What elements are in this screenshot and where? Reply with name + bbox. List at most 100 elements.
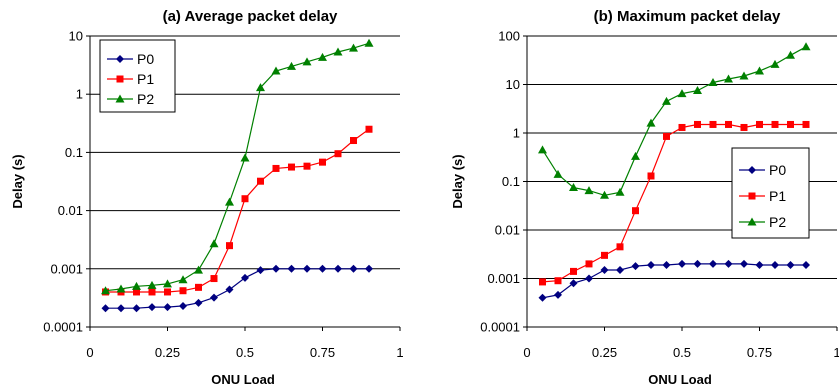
series-p2 [101,38,374,295]
y-tick-label: 0.001 [487,271,520,286]
x-tick-label: 0.25 [592,345,617,360]
y-tick-label: 10 [69,29,83,44]
data-point-p2 [786,50,795,59]
series-line-p2 [541,46,807,196]
data-point-p1 [771,120,779,128]
data-point-p0 [693,259,702,268]
data-point-p1 [740,123,748,131]
chart-panel-b: (b) Maximum packet delay 0.0001 0.001 0.01 0… [450,8,839,387]
series-p1 [539,120,810,286]
data-point-p1 [257,177,264,185]
data-point-p2 [755,66,764,75]
data-point-p2 [225,197,234,206]
series-p0 [538,259,810,302]
legend: P0 P1 P2 [99,39,176,113]
data-point-p2 [584,186,594,195]
legend: P0 P1 P2 [731,147,810,239]
y-tick-label: 0.01 [495,223,520,238]
y-tick-label: 0.1 [65,145,83,160]
legend-marker [747,217,757,226]
y-tick-label: 0.0001 [43,320,83,335]
series-p0 [101,264,373,313]
data-point-p0 [678,259,686,268]
legend-item-p0: P0 [107,51,154,67]
data-point-p0 [210,293,218,302]
data-point-p0 [303,264,311,273]
data-point-p0 [272,264,280,273]
data-point-p0 [318,264,327,273]
data-point-p1 [647,172,655,180]
data-point-p0 [724,259,733,268]
chart-title: (b) Maximum packet delay [594,8,781,25]
data-point-p0 [365,264,373,273]
data-point-p1 [303,162,311,170]
x-tick-label: 0 [86,345,93,360]
data-point-p2 [646,118,656,127]
data-point-p2 [178,275,188,284]
data-point-p0 [163,303,172,312]
data-point-p1 [802,120,810,128]
data-point-p2 [271,66,281,75]
legend-marker [748,166,756,174]
data-point-p2 [256,83,265,92]
data-point-p2 [801,42,811,51]
data-point-p2 [194,265,203,274]
y-tick-label: 1 [76,87,83,102]
data-point-p0 [616,265,624,274]
data-point-p1 [585,260,593,268]
data-point-p1 [133,288,140,296]
data-point-p0 [569,279,578,288]
x-tick-label: 1 [396,345,403,360]
series-p2 [538,42,811,199]
legend-label: P1 [137,71,154,87]
data-point-p0 [740,259,748,268]
legend-item-p2: P2 [107,91,154,107]
data-point-p0 [117,304,125,313]
legend-item-p1: P1 [107,71,154,87]
data-point-p2 [770,59,780,68]
data-point-p1 [210,275,218,283]
data-point-p1 [570,267,577,275]
legend-label: P0 [769,162,786,178]
x-tick-label: 0.25 [155,345,180,360]
legend-marker [115,94,125,103]
data-point-p0 [771,260,779,269]
y-tick-label: 10 [506,77,520,92]
data-point-p2 [662,96,671,105]
data-point-p0 [287,264,296,273]
data-point-p2 [615,187,625,196]
data-point-p1 [632,207,639,215]
data-point-p1 [756,120,763,128]
data-point-p2 [600,190,609,199]
data-point-p2 [693,86,702,95]
y-tick-label: 1 [513,126,520,141]
y-tick-label: 100 [498,29,520,44]
data-point-p0 [334,264,342,273]
data-point-p1 [319,158,326,166]
data-point-p2 [116,284,126,293]
y-tick-label: 0.1 [502,174,520,189]
data-point-p0 [755,260,764,269]
data-point-p0 [179,301,187,310]
data-point-p1 [226,242,233,250]
data-point-p2 [553,169,563,178]
data-point-p1 [616,243,624,251]
x-axis-label: ONU Load [648,372,712,387]
data-point-p2 [724,74,733,83]
data-point-p0 [194,298,203,307]
data-point-p0 [786,260,795,269]
data-point-p0 [256,266,265,275]
data-point-p1 [601,251,608,259]
data-point-p0 [554,290,562,299]
data-point-p1 [663,132,670,140]
data-point-p0 [647,260,655,269]
data-point-p1 [694,120,701,128]
legend-box [99,39,176,113]
data-point-p2 [163,279,172,288]
x-tick-label: 1 [833,345,839,360]
data-point-p2 [132,281,141,290]
y-tick-label: 0.01 [58,203,83,218]
legend-item-p2: P2 [739,214,786,230]
data-point-p0 [662,260,671,269]
